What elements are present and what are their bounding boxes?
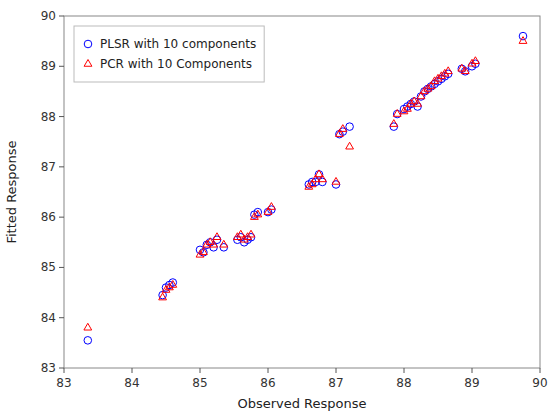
x-tick-label: 89 (464, 376, 479, 390)
x-tick (132, 368, 133, 373)
point (200, 249, 208, 257)
point (444, 67, 452, 74)
legend-box (74, 26, 264, 82)
y-tick (59, 116, 64, 117)
y-tick (59, 317, 64, 318)
y-tick-label: 86 (41, 210, 56, 224)
point (169, 279, 177, 287)
x-tick-label: 88 (396, 376, 411, 390)
point (247, 230, 255, 237)
chart: 83 84 85 86 87 88 89 90 83 84 85 86 87 88 89 90 Observed… (0, 0, 560, 420)
x-tick-label: 87 (328, 376, 343, 390)
x-tick (540, 368, 541, 373)
point (254, 208, 262, 216)
x-axis-label: Observed Response (237, 396, 366, 411)
y-tick-label: 84 (41, 311, 56, 325)
y-tick (59, 368, 64, 369)
x-tick (268, 368, 269, 373)
y-tick (59, 66, 64, 67)
point (346, 123, 354, 131)
point (220, 240, 228, 247)
x-tick (404, 368, 405, 373)
x-tick (64, 368, 65, 373)
x-tick-label: 84 (124, 376, 139, 390)
x-tick (200, 368, 201, 373)
point (390, 120, 398, 127)
x-tick-label: 86 (260, 376, 275, 390)
y-tick-label: 90 (41, 9, 56, 23)
point (200, 248, 208, 255)
y-tick-label: 85 (41, 260, 56, 274)
x-tick-label: 85 (192, 376, 207, 390)
legend: PLSR with 10 components PCR with 10 Compo… (74, 26, 264, 82)
y-tick-label: 87 (41, 160, 56, 174)
point (319, 175, 327, 182)
point (84, 323, 92, 330)
x-tick (472, 368, 473, 373)
y-axis-label: Fitted Response (4, 140, 19, 243)
y-tick-label: 83 (41, 361, 56, 375)
y-tick-label: 88 (41, 110, 56, 124)
point (393, 110, 401, 117)
point (472, 57, 480, 64)
point (213, 233, 221, 240)
legend-label: PLSR with 10 components (100, 37, 256, 51)
y-tick (59, 16, 64, 17)
point (268, 203, 276, 210)
x-tick-label: 90 (532, 376, 547, 390)
point (346, 142, 354, 149)
point (461, 67, 469, 74)
legend-marker (84, 40, 92, 48)
point (159, 293, 167, 300)
point (254, 210, 262, 217)
y-tick (59, 267, 64, 268)
legend-label: PCR with 10 Components (100, 57, 252, 71)
x-tick-label: 83 (56, 376, 71, 390)
y-tick (59, 166, 64, 167)
legend-marker (84, 60, 92, 67)
y-tick-label: 89 (41, 59, 56, 73)
y-tick (59, 217, 64, 218)
plot-frame (64, 16, 540, 368)
point (519, 37, 527, 44)
point (169, 281, 177, 288)
x-tick (336, 368, 337, 373)
point (339, 125, 347, 132)
point (210, 240, 218, 247)
point (84, 337, 92, 345)
point (332, 177, 340, 184)
point (414, 100, 422, 107)
